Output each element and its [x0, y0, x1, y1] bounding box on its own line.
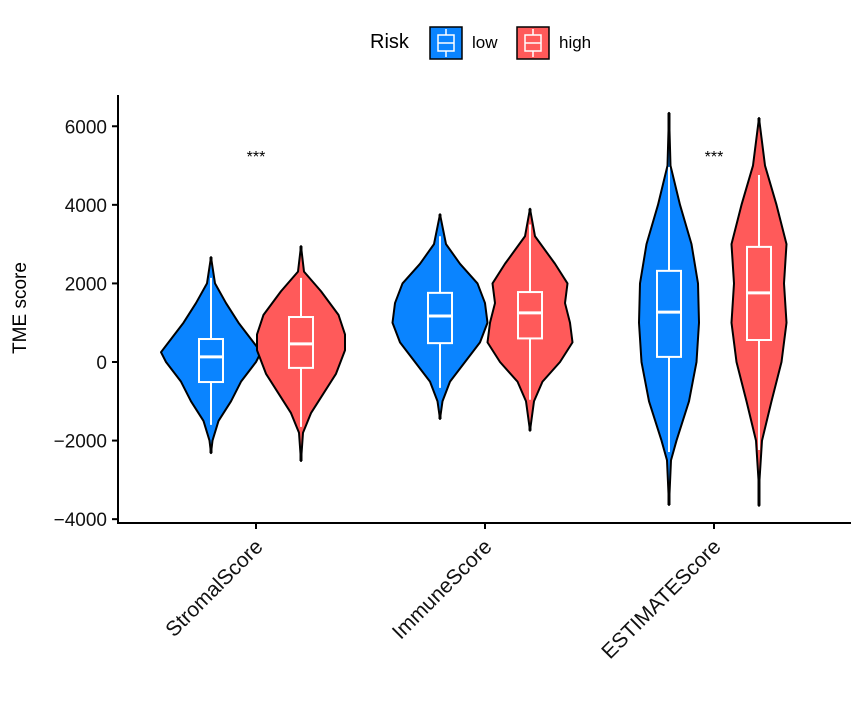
x-tick-label: ESTIMATEScore	[597, 535, 725, 663]
box-low-StromalScore	[198, 338, 224, 384]
plot-area: *** ***	[160, 111, 788, 507]
x-tick-label: StromalScore	[161, 535, 267, 641]
box-low-ESTIMATEScore	[656, 269, 682, 358]
legend-title: Risk	[370, 31, 410, 53]
legend-label-low: low	[472, 33, 498, 52]
legend: Risk low high	[370, 26, 591, 60]
legend-label-high: high	[559, 33, 591, 52]
box-high-ImmuneScore	[517, 291, 543, 340]
legend-key-low	[429, 26, 463, 60]
legend-key-high	[516, 26, 550, 60]
y-tick-label: −4000	[54, 510, 107, 531]
y-tick-label: −2000	[54, 432, 107, 453]
y-tick-label: 0	[96, 353, 107, 374]
significance-label: ***	[705, 149, 724, 166]
box-low-ImmuneScore	[427, 291, 453, 345]
y-tick-label: 6000	[65, 117, 107, 138]
y-axis-label: TME score	[10, 262, 31, 354]
y-tick-label: 4000	[65, 196, 107, 217]
y-tick-label: 2000	[65, 274, 107, 295]
x-tick-label: ImmuneScore	[388, 535, 497, 644]
significance-label: ***	[247, 149, 266, 166]
